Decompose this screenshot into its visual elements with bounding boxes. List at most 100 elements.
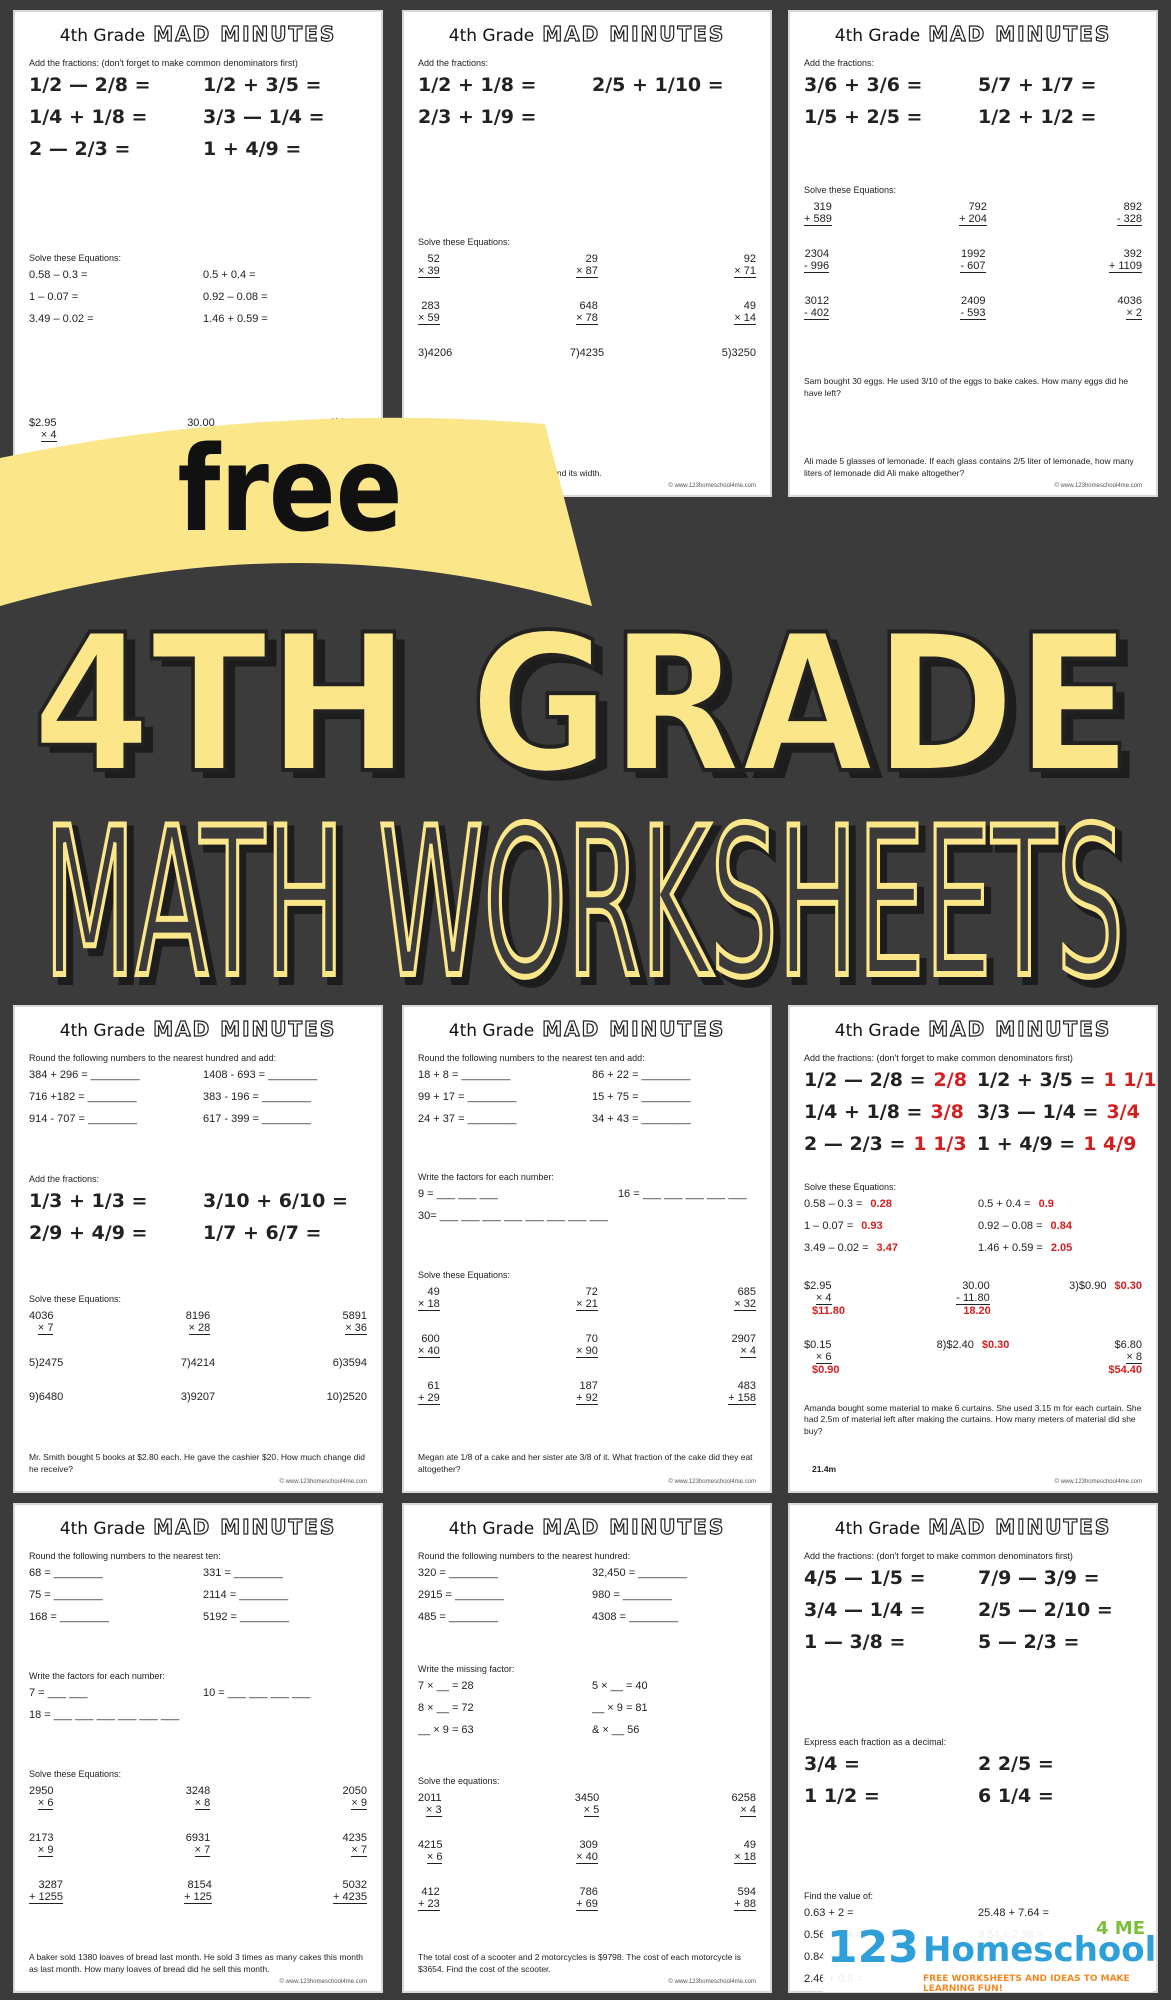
section-heading: Add the fractions: (don't forget to make… — [29, 58, 298, 68]
problem: 15 + 75 = ________ — [592, 1091, 691, 1103]
problem-line: 392 — [1123, 247, 1142, 260]
worksheet-body: Add the fractions: 3/6 + 3/6 = 5/7 + 1/7 =… — [804, 58, 1142, 479]
section: Add the fractions: 3/6 + 3/6 = 5/7 + 1/7 =… — [804, 58, 1142, 128]
problem-line: × 90 — [576, 1344, 598, 1358]
section: Add the fractions: (don't forget to make… — [804, 1053, 1156, 1155]
problem-line: × 40 — [418, 1344, 440, 1358]
section: Add the fractions: 1/3 + 1/3 = 3/10 + 6/10… — [29, 1174, 367, 1244]
section-heading: Write the factors for each number: — [29, 1671, 165, 1682]
problem: 2915 = ________ — [418, 1589, 504, 1601]
problem-line: × 7 — [194, 1844, 211, 1858]
problem-line: 29 — [585, 252, 598, 265]
vertical-problem: 3248 × 8 — [186, 1785, 211, 1811]
grade-label: 4th Grade — [834, 1021, 921, 1041]
vertical-problem: 4036 × 2 — [1118, 295, 1142, 320]
problem-line: $2.95 — [804, 1280, 832, 1293]
problem-line: × 9 — [37, 1844, 54, 1858]
problem-line: + 88 — [734, 1898, 756, 1912]
vertical-problem: 6931 × 7 — [185, 1832, 211, 1858]
problem-line: × 3 — [426, 1804, 442, 1818]
answer: 0.84 — [1050, 1219, 1072, 1232]
problem: 1/5 + 2/5 = — [804, 106, 923, 128]
problem-line: 6931 — [185, 1832, 211, 1845]
vertical-problem: 4036 × 7 — [29, 1310, 54, 1335]
problem: 3/3 — 1/4 = — [203, 106, 325, 128]
problem: 8)$2.40 — [179, 464, 217, 476]
vertical-problem: 283 × 59 — [418, 300, 440, 325]
answer: 18.20 — [963, 1305, 991, 1318]
vertical-problem: 30.00- 11.80 — [956, 1280, 990, 1306]
problem: 1 — 3/8 = — [804, 1631, 906, 1653]
section-heading: Solve these Equations: — [29, 1293, 122, 1304]
problem: 1 1/2 = — [804, 1785, 880, 1807]
problem-grid: 320 = ________ 32,450 = ________ 2915 = __… — [418, 1567, 756, 1623]
problem-line: 319 — [813, 200, 832, 213]
problem: 1992- 607 — [920, 248, 1026, 273]
brand-label: MAD MINUTES — [153, 1016, 337, 1041]
problem: & × __ 56 — [592, 1723, 640, 1736]
question: 1/4 + 1/8 = — [804, 1101, 923, 1123]
vertical-problem: 309 × 40 — [576, 1839, 598, 1865]
problem: 2/5 — 2/10 = — [978, 1599, 1113, 1621]
problem: 3.49 – 0.02 = — [29, 312, 94, 325]
problem-line: × 7 — [37, 1321, 54, 1335]
section: Write the factors for each number: 7 = __… — [29, 1671, 367, 1721]
question: 3)$0.90 — [1069, 1280, 1107, 1293]
problem-line: + 158 — [728, 1391, 756, 1405]
vertical-problem: 3450 × 5 — [574, 1792, 600, 1818]
problem: 3287 + 1255 — [29, 1879, 135, 1905]
problem: 5891 × 36 — [261, 1310, 367, 1335]
problem-line: × 9 — [351, 1797, 367, 1811]
problem: 6931 × 7 — [145, 1832, 251, 1858]
problem: 1/4 + 1/8 = — [29, 106, 148, 128]
problem-grid: 49 × 18 72 × 21 685 × 32 600 × 40 70 × 90 2907 × 4 6… — [418, 1286, 756, 1405]
problem: 9)6480 — [29, 1390, 64, 1403]
problem: 0.5 + 0.4 = 0.9 — [978, 1198, 1142, 1210]
problem: 1 + 4/9 = — [203, 138, 302, 160]
grade-label: 4th Grade — [59, 1519, 146, 1539]
problem: 7 × __ = 28 — [418, 1679, 474, 1692]
problem: 168 = ________ — [29, 1611, 109, 1623]
section: Solve these Equations: 4036 × 7 8196 × 28 589… — [29, 1294, 367, 1403]
vertical-problem: 187 + 92 — [576, 1380, 598, 1405]
problem-line: + 69 — [576, 1898, 598, 1912]
problem-grid: 384 + 296 = ________ 1408 - 693 = _______… — [29, 1069, 367, 1125]
problem: 980 = ________ — [592, 1589, 672, 1601]
problem-line: - 996 — [804, 259, 830, 273]
problem: 4/5 — 1/5 = — [804, 1567, 926, 1589]
problem-line: 49 — [743, 299, 756, 312]
problem-line: × 4 — [40, 429, 57, 442]
problem: 10 = ___ ___ ___ ___ — [203, 1687, 311, 1700]
problem: 32,450 = ________ — [592, 1567, 688, 1579]
section-heading: Add the fractions: (don't forget to make… — [804, 1053, 1073, 1063]
answer: $54.40 — [1108, 1364, 1142, 1377]
problem-line: 892 — [1123, 200, 1142, 213]
section-heading: Find the value of: — [804, 1891, 874, 1901]
section-heading: Round the following numbers to the neare… — [418, 1053, 645, 1063]
problem: 3/4 = — [804, 1753, 860, 1775]
worksheet-header: 4th Grade MAD MINUTES — [804, 1016, 1142, 1053]
problem-line: 2011 — [418, 1792, 442, 1805]
brand-label: MAD MINUTES — [928, 1514, 1112, 1539]
logo: 123 Homeschool 4 ME FREE WORKSHEETS AND … — [823, 1918, 1157, 1994]
problem: 68 = ________ — [29, 1567, 103, 1579]
problem: 1/2 + 3/5 = — [203, 74, 322, 96]
problem-grid: 3/4 = 2 2/5 = 1 1/2 = 6 1/4 = — [804, 1753, 1142, 1807]
answer: 0.28 — [870, 1197, 892, 1210]
problem-line: 3450 — [574, 1792, 600, 1805]
problem: 187 + 92 — [534, 1380, 640, 1405]
logo-name: Homeschool — [923, 1930, 1157, 1970]
brand-label: MAD MINUTES — [928, 1016, 1112, 1041]
problem-line: $6.80 — [1114, 1339, 1142, 1352]
problem-line: 2050 — [342, 1785, 367, 1798]
problem: 914 - 707 = ________ — [29, 1113, 137, 1125]
vertical-problem: 319 + 589 — [804, 201, 832, 226]
worksheet-body: Add the fractions: (don't forget to make… — [804, 1053, 1156, 1475]
vertical-problem: $2.95 × 4 — [29, 417, 57, 442]
problem: 6)3594 — [332, 1356, 367, 1369]
word-problem: Mr. Smith bought 5 books at $2.80 each. … — [29, 1452, 365, 1474]
worksheet: 4th Grade MAD MINUTES Add the fractions: 1/… — [402, 10, 772, 497]
vertical-problem: 49 × 14 — [734, 300, 756, 325]
problem: 412 + 23 — [418, 1886, 524, 1912]
answer: 1 1/3 — [913, 1133, 967, 1155]
